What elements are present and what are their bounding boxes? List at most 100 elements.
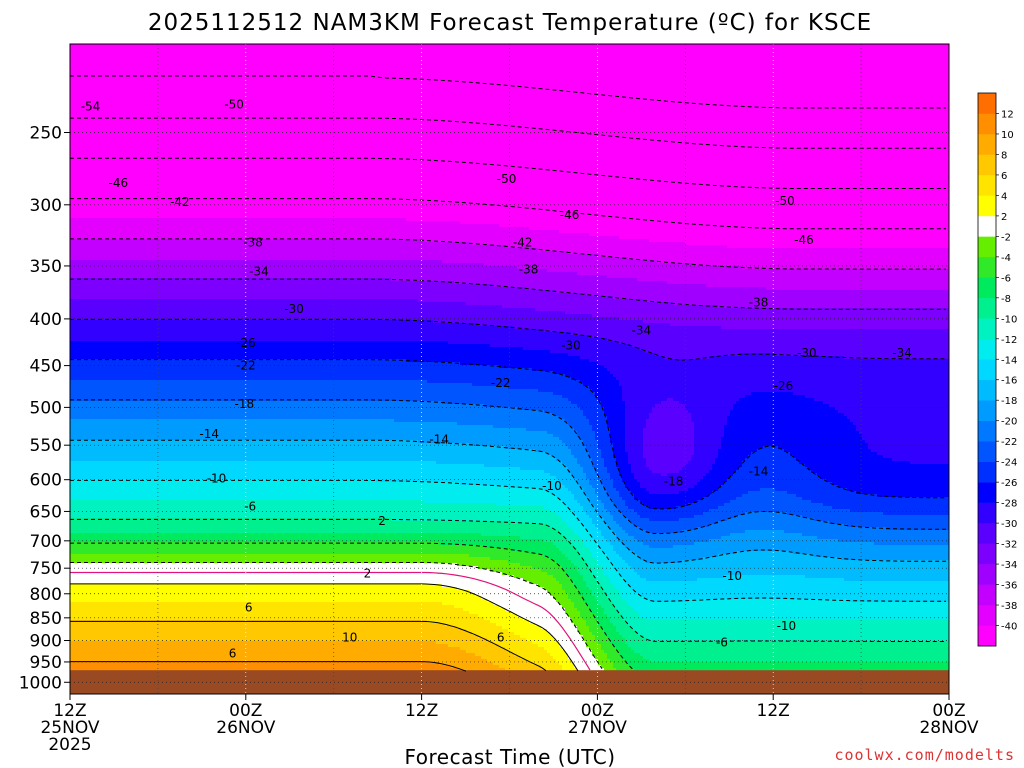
isotherm-line	[70, 479, 946, 602]
x-tick-label: 26NOV	[216, 718, 275, 738]
colorbar-label: -4	[1001, 253, 1011, 264]
contour-label: -10	[777, 619, 797, 633]
isotherm-line	[70, 278, 946, 310]
contour-label: -38	[243, 236, 263, 250]
y-tick-label: 700	[30, 532, 62, 552]
colorbar-swatch	[978, 482, 996, 503]
colorbar-label: -20	[1001, 417, 1017, 428]
colorbar-swatch	[978, 318, 996, 340]
isotherm-line	[70, 117, 946, 149]
x-tick-label: 00Z	[229, 701, 262, 721]
colorbar-swatch	[978, 113, 996, 135]
contour-label: -18	[664, 475, 684, 489]
isotherm-line	[70, 238, 946, 270]
y-tick-label: 250	[30, 123, 62, 143]
colorbar-label: -12	[1001, 335, 1017, 346]
colorbar-swatch	[978, 564, 996, 585]
colorbar-label: -38	[1001, 601, 1017, 612]
isotherm-line	[70, 620, 547, 672]
colorbar-label: 12	[1001, 109, 1014, 120]
colorbar-swatch	[978, 133, 996, 155]
contour-label: 6	[497, 630, 505, 644]
colorbar-label: -40	[1001, 622, 1017, 633]
colorbar-label: -10	[1001, 314, 1017, 325]
y-tick-label: 400	[30, 310, 62, 330]
y-tick-label: 750	[30, 559, 62, 579]
contour-label: 6	[229, 646, 237, 660]
colorbar-swatch	[978, 379, 996, 401]
isotherm-line	[70, 562, 603, 669]
x-tick-label: 28NOV	[919, 718, 978, 738]
contour-label: -42	[513, 236, 533, 250]
contour-label: -50	[775, 194, 795, 208]
x-tick-label: 00Z	[932, 701, 965, 721]
colorbar-swatch	[978, 543, 996, 565]
contour-label: -10	[207, 471, 227, 485]
colorbar-label: -32	[1001, 540, 1017, 551]
colorbar-label: -34	[1001, 560, 1017, 571]
colorbar-swatch	[978, 338, 996, 360]
colorbar-swatch	[978, 605, 996, 626]
contour-label: -6	[716, 636, 728, 650]
contour-label: -46	[560, 208, 580, 222]
y-tick-label: 950	[30, 653, 62, 673]
colorbar-swatch	[978, 93, 996, 114]
x-tick-label: 25NOV	[40, 718, 99, 738]
colorbar-label: -28	[1001, 499, 1017, 510]
colorbar-label: 10	[1001, 130, 1014, 141]
y-tick-label: 550	[30, 436, 62, 456]
credit-text[interactable]: coolwx.com/modelts	[834, 746, 1015, 764]
colorbar-label: 2	[1001, 212, 1007, 223]
contour-label: -46	[109, 176, 129, 190]
freezing-line	[70, 571, 591, 671]
plot-frame	[69, 43, 950, 695]
colorbar-label: -2	[1001, 232, 1011, 243]
colorbar-label: -16	[1001, 376, 1017, 387]
colorbar-swatch	[978, 215, 996, 237]
colorbar-swatch	[978, 256, 996, 278]
colorbar-swatch	[978, 359, 996, 381]
contour-label: -34	[249, 265, 269, 279]
colorbar-label: -6	[1001, 273, 1011, 284]
isotherm-line	[70, 157, 946, 189]
colorbar-swatch	[978, 297, 996, 319]
x-tick-label: 12Z	[757, 701, 790, 721]
contour-label: -10	[542, 479, 562, 493]
contour-label: -42	[170, 195, 190, 209]
colorbar-swatch	[978, 502, 996, 524]
y-tick-label: 450	[30, 357, 62, 377]
contour-label: -6	[244, 500, 256, 514]
contour-label: -26	[236, 336, 256, 350]
colorbar-label: 6	[1001, 171, 1007, 182]
colorbar-swatch	[978, 236, 996, 258]
isotherm-line	[70, 399, 946, 535]
isotherm-line	[70, 198, 946, 230]
y-tick-label: 500	[30, 398, 62, 418]
contour-label: -14	[199, 427, 219, 441]
isotherm-line	[70, 75, 946, 109]
colorbar-label: -36	[1001, 581, 1017, 592]
colorbar-label: -8	[1001, 294, 1011, 305]
contour-label: -14	[749, 465, 769, 479]
colorbar-swatch	[978, 174, 996, 196]
x-tick-label: 12Z	[405, 701, 438, 721]
x-tick-label: 2025	[48, 735, 91, 755]
contour-label: 2	[378, 514, 386, 528]
colorbar-swatch	[978, 441, 996, 462]
colorbar-swatch	[978, 625, 996, 647]
x-tick-label: 12Z	[53, 701, 86, 721]
contour-label: -34	[632, 324, 652, 338]
contour-label: 10	[342, 630, 357, 644]
colorbar-label: -22	[1001, 437, 1017, 448]
colorbar-label: 4	[1001, 191, 1007, 202]
contour-label: -18	[235, 397, 255, 411]
colorbar-frame	[977, 92, 997, 647]
contour-label: -22	[236, 359, 256, 373]
colorbar-label: -30	[1001, 519, 1017, 530]
y-tick-label: 350	[30, 257, 62, 277]
contour-label: -54	[81, 99, 101, 113]
contour-label: -22	[491, 376, 511, 390]
y-tick-label: 850	[30, 609, 62, 629]
colorbar-label: 8	[1001, 150, 1007, 161]
